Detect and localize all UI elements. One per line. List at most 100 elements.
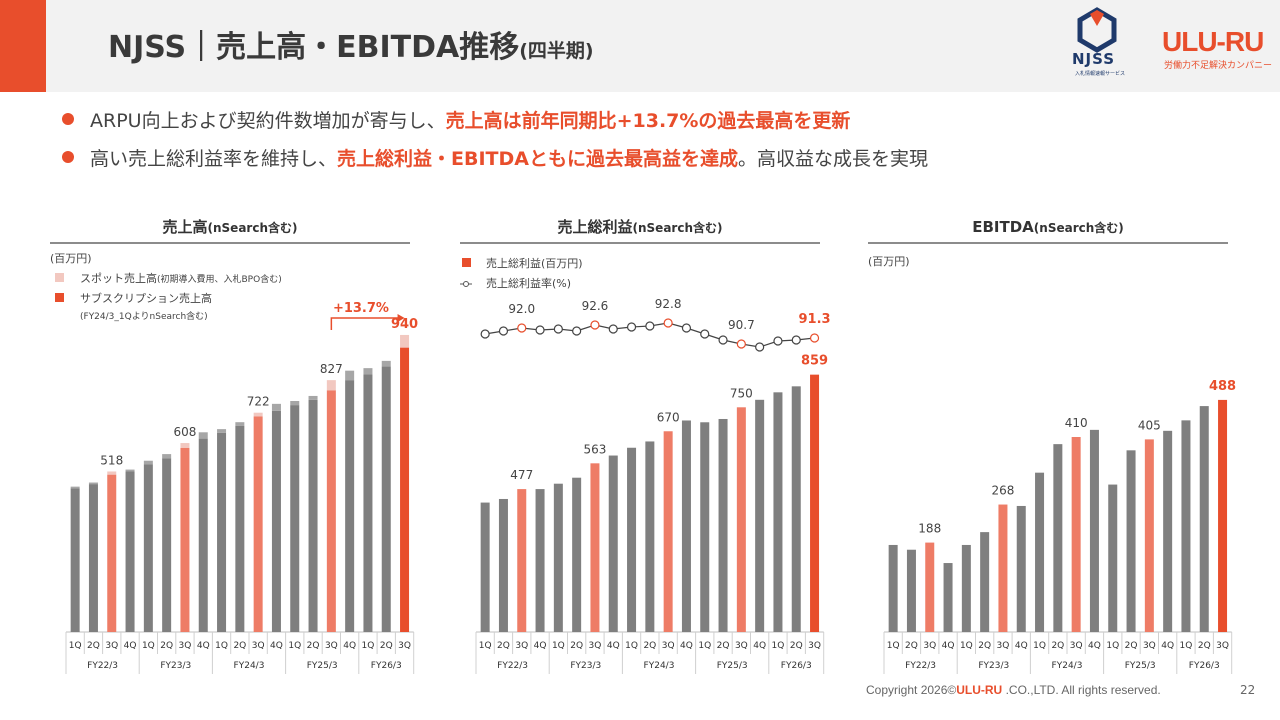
data-label: 563	[583, 442, 606, 456]
ulu-tagline: 労働力不足解決カンパニー	[1164, 61, 1273, 71]
gross-profit-bar	[572, 477, 582, 632]
legend-gross-profit: 売上総利益(百万円)	[486, 256, 583, 270]
quarter-label: 4Q	[680, 641, 693, 651]
subscription-bar	[107, 474, 117, 632]
subscription-bar	[198, 438, 208, 632]
subscription-bar	[143, 464, 153, 632]
bullet-1-highlight: 売上高は前年同期比+13.7%の過去最高を更新	[445, 110, 851, 132]
gross-profit-bar	[535, 489, 545, 632]
data-label: 750	[730, 386, 753, 400]
copyright-post: .CO.,LTD. All rights reserved.	[1002, 683, 1161, 697]
spot-bar	[198, 432, 208, 439]
subscription-bar	[345, 380, 355, 632]
ebitda-bar	[906, 549, 916, 632]
quarter-label: 2Q	[717, 641, 730, 651]
bullet-1-text: ARPU向上および契約件数増加が寄与し、	[90, 110, 446, 132]
copyright-brand: ULU-RU	[956, 683, 1003, 697]
gross-profit-bar	[498, 498, 508, 632]
data-label: 827	[320, 362, 343, 376]
spot-bar	[143, 460, 153, 465]
data-label: 670	[657, 410, 680, 424]
gross-profit-bar	[736, 407, 746, 632]
bullet-dot	[62, 151, 74, 163]
data-label: 188	[918, 522, 941, 536]
ebitda-bar	[1035, 472, 1045, 632]
quarter-label: 2Q	[87, 641, 100, 651]
spot-bar	[125, 469, 135, 472]
quarter-label: 1Q	[960, 641, 973, 651]
spot-bar	[381, 360, 391, 367]
spot-bar	[217, 429, 227, 433]
subscription-bar	[400, 347, 410, 632]
margin-point	[791, 335, 801, 345]
growth-bracket	[330, 317, 399, 330]
quarter-label: 1Q	[215, 641, 228, 651]
gross-profit-bar	[810, 374, 820, 632]
spot-bar	[70, 486, 80, 489]
margin-label: 92.6	[582, 299, 609, 313]
quarter-label: 3Q	[398, 641, 411, 651]
margin-point	[700, 329, 710, 339]
ebitda-bar	[1108, 484, 1118, 632]
fiscal-year-label: FY23/3	[978, 661, 1009, 671]
spot-bar	[290, 401, 300, 406]
spot-bar	[345, 370, 355, 381]
fiscal-year-label: FY24/3	[234, 661, 265, 671]
subscription-bar	[235, 425, 245, 632]
margin-label: 91.3	[799, 312, 831, 327]
quarter-label: 4Q	[1015, 641, 1028, 651]
fiscal-year-label: FY23/3	[160, 661, 191, 671]
ulu-logo: ULU-RU	[1162, 26, 1264, 57]
subscription-bar	[381, 366, 391, 632]
ebitda-bar	[1071, 437, 1081, 632]
quarter-label: 2Q	[790, 641, 803, 651]
fiscal-year-label: FY26/3	[781, 661, 812, 671]
ebitda-bar	[998, 504, 1008, 632]
quarter-label: 1Q	[362, 641, 375, 651]
data-label: 722	[247, 395, 270, 409]
data-label: 477	[510, 468, 533, 482]
quarter-label: 3Q	[105, 641, 118, 651]
quarter-label: 3Q	[735, 641, 748, 651]
gross-profit-bar	[663, 431, 673, 632]
fiscal-year-label: FY25/3	[717, 661, 748, 671]
ebitda-bar	[1016, 505, 1026, 632]
ebitda-bar	[1053, 444, 1063, 632]
data-label: 518	[100, 453, 123, 467]
ebitda-bar	[1089, 429, 1099, 632]
quarter-label: 4Q	[753, 641, 766, 651]
quarter-label: 2Q	[160, 641, 173, 651]
gross-profit-chart: 売上総利益(nSearch含む) 1Q 2Q 3Q 4Q 1Q 2Q 3Q 4Q 1Q 2Q 3Q 4Q…	[460, 218, 831, 674]
spot-bar	[180, 443, 190, 448]
subscription-bar	[326, 390, 336, 632]
quarter-label: 4Q	[534, 641, 547, 651]
njss-logo-icon	[1077, 7, 1117, 53]
fiscal-year-label: FY24/3	[644, 661, 675, 671]
margin-point	[517, 323, 527, 333]
margin-point	[736, 339, 746, 349]
quarter-label: 1Q	[1180, 641, 1193, 651]
spot-bar	[400, 334, 410, 348]
gross-profit-bar	[773, 392, 783, 632]
quarter-label: 4Q	[197, 641, 210, 651]
ebitda-bar	[943, 563, 953, 632]
ebitda-bar	[1199, 406, 1209, 632]
legend-swatch-spot	[55, 273, 64, 282]
quarter-label: 1Q	[698, 641, 711, 651]
margin-point	[663, 318, 673, 328]
gross-profit-bar	[553, 483, 563, 632]
fiscal-year-label: FY26/3	[371, 661, 402, 671]
chart-title: EBITDA(nSearch含む)	[972, 218, 1124, 236]
gross-profit-bar	[590, 463, 600, 632]
quarter-label: 3Q	[252, 641, 265, 651]
bullet-2-post: 。高収益な成長を実現	[737, 148, 928, 170]
quarter-label: 2Q	[380, 641, 393, 651]
legend-subscription-label: サブスクリプション売上高	[80, 291, 212, 305]
fiscal-year-label: FY26/3	[1189, 661, 1220, 671]
data-label: 940	[391, 317, 418, 332]
ebitda-bar	[1144, 439, 1154, 632]
njss-tagline: 入札情報速報サービス	[1075, 71, 1126, 77]
subscription-bar	[308, 399, 318, 632]
margin-point	[535, 325, 545, 335]
gross-profit-bar	[608, 455, 618, 632]
